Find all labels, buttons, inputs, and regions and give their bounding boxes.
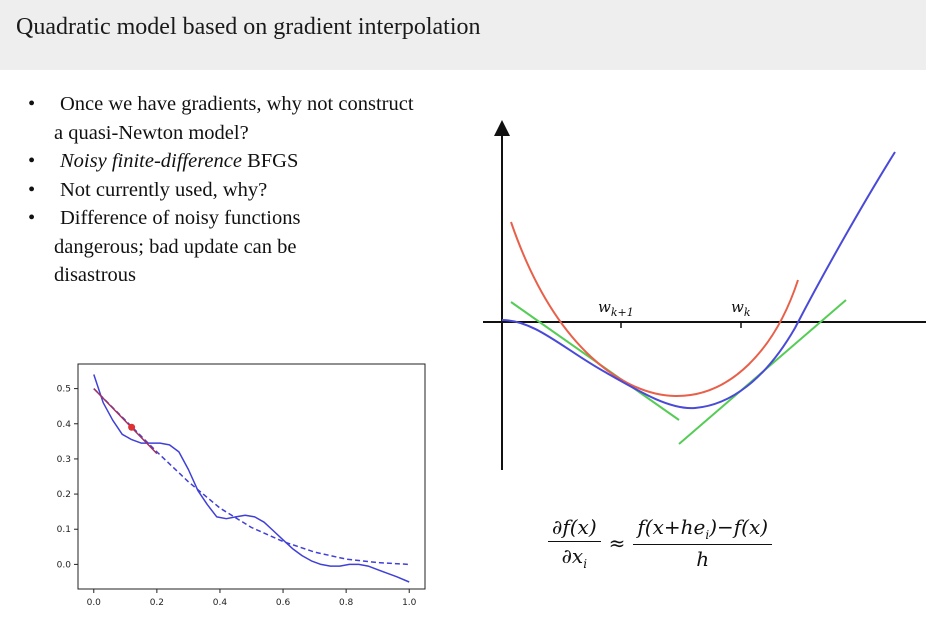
y-tick-label: 0.0	[57, 560, 72, 570]
y-tick-label: 0.5	[57, 385, 71, 395]
x-tick-label: 0.2	[150, 598, 164, 608]
bullet-text: Not currently used, why?	[60, 178, 268, 201]
bullet-item: • Noisy finite-difference BFGS	[28, 147, 478, 176]
bullet-emphasis: Noisy finite-difference	[60, 150, 242, 172]
series-smooth-model	[93, 388, 410, 566]
bullet-dot: •	[28, 93, 36, 115]
x-tick-label: 1.0	[402, 598, 417, 608]
x-tick-label: 0.4	[213, 598, 228, 608]
formula-rhs-denominator: h	[696, 547, 710, 571]
formula-lhs: ∂f(x) ∂xi	[548, 515, 601, 571]
y-tick-label: 0.3	[57, 455, 71, 465]
x-tick-label: 0.8	[339, 598, 354, 608]
bullet-dot: •	[28, 178, 36, 201]
formula-rhs: f(x+hei)−f(x) h	[633, 515, 773, 571]
series-tangent	[93, 388, 158, 455]
title-bar: Quadratic model based on gradient interp…	[0, 0, 926, 70]
bullet-text: a quasi-Newton model?	[54, 121, 249, 144]
bullet-list: • Once we have gradients, why not constr…	[28, 90, 478, 290]
label-wk1: wk+1	[598, 298, 634, 319]
point-current-point	[128, 423, 136, 431]
bullet-item: • Difference of noisy functions dangerou…	[28, 204, 478, 290]
bullet-text: Difference of noisy functions	[60, 207, 301, 229]
y-tick-label: 0.1	[57, 525, 71, 535]
quadratic-model-diagram: wk+1 wk	[483, 120, 926, 470]
formula-approx: ≈	[608, 531, 626, 555]
bullet-item: • Not currently used, why?	[28, 176, 478, 205]
formula-lhs-numerator: ∂f(x)	[548, 515, 601, 542]
plot-frame	[77, 363, 426, 590]
bullet-text: Once we have gradients, why not construc…	[60, 93, 414, 115]
y-tick-label: 0.2	[57, 490, 71, 500]
function-curve	[501, 151, 896, 410]
formula-rhs-numerator: f(x+hei)−f(x)	[633, 515, 773, 545]
quadratic-model-curve	[510, 221, 799, 398]
noisy-function-plot: 0.0 0.2 0.4 0.6 0.8 1.0 0.0 0.1 0.2 0.3 0.4 0.5	[57, 363, 426, 608]
x-tick-label: 0.0	[87, 598, 102, 608]
formula-lhs-denominator: ∂xi	[561, 544, 588, 571]
y-tick-label: 0.4	[57, 420, 72, 430]
finite-difference-formula: ∂f(x) ∂xi ≈ f(x+hei)−f(x) h	[548, 515, 773, 571]
bullet-text: dangerous; bad update can be	[54, 235, 297, 258]
bullet-dot: •	[28, 150, 36, 172]
bullet-item: • Once we have gradients, why not constr…	[28, 90, 478, 147]
bullet-text: BFGS	[241, 150, 299, 172]
x-tick-label: 0.6	[276, 598, 291, 608]
slide-title: Quadratic model based on gradient interp…	[16, 14, 481, 40]
bullet-text: disastrous	[54, 264, 136, 286]
bullet-dot: •	[28, 207, 36, 229]
label-wk: wk	[731, 298, 751, 319]
